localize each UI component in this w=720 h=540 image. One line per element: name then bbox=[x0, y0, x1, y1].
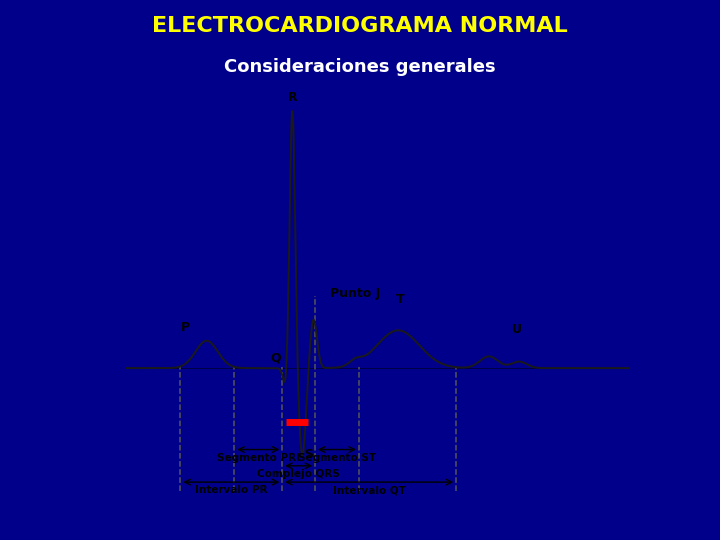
Text: Complejo QRS: Complejo QRS bbox=[257, 469, 340, 479]
Text: R: R bbox=[287, 91, 297, 104]
Text: Intervalo PR: Intervalo PR bbox=[195, 485, 268, 495]
Text: T: T bbox=[397, 293, 405, 306]
Text: Q: Q bbox=[271, 352, 282, 365]
Text: S: S bbox=[304, 448, 313, 461]
Text: Segmento PRI: Segmento PRI bbox=[217, 453, 300, 463]
Text: Punto J: Punto J bbox=[330, 287, 380, 300]
Text: Segmento ST: Segmento ST bbox=[298, 453, 376, 463]
Text: U: U bbox=[512, 322, 521, 335]
Text: Consideraciones generales: Consideraciones generales bbox=[224, 58, 496, 76]
Text: P: P bbox=[181, 321, 190, 334]
Text: Intervalo QT: Intervalo QT bbox=[333, 485, 405, 495]
Text: ELECTROCARDIOGRAMA NORMAL: ELECTROCARDIOGRAMA NORMAL bbox=[152, 16, 568, 36]
